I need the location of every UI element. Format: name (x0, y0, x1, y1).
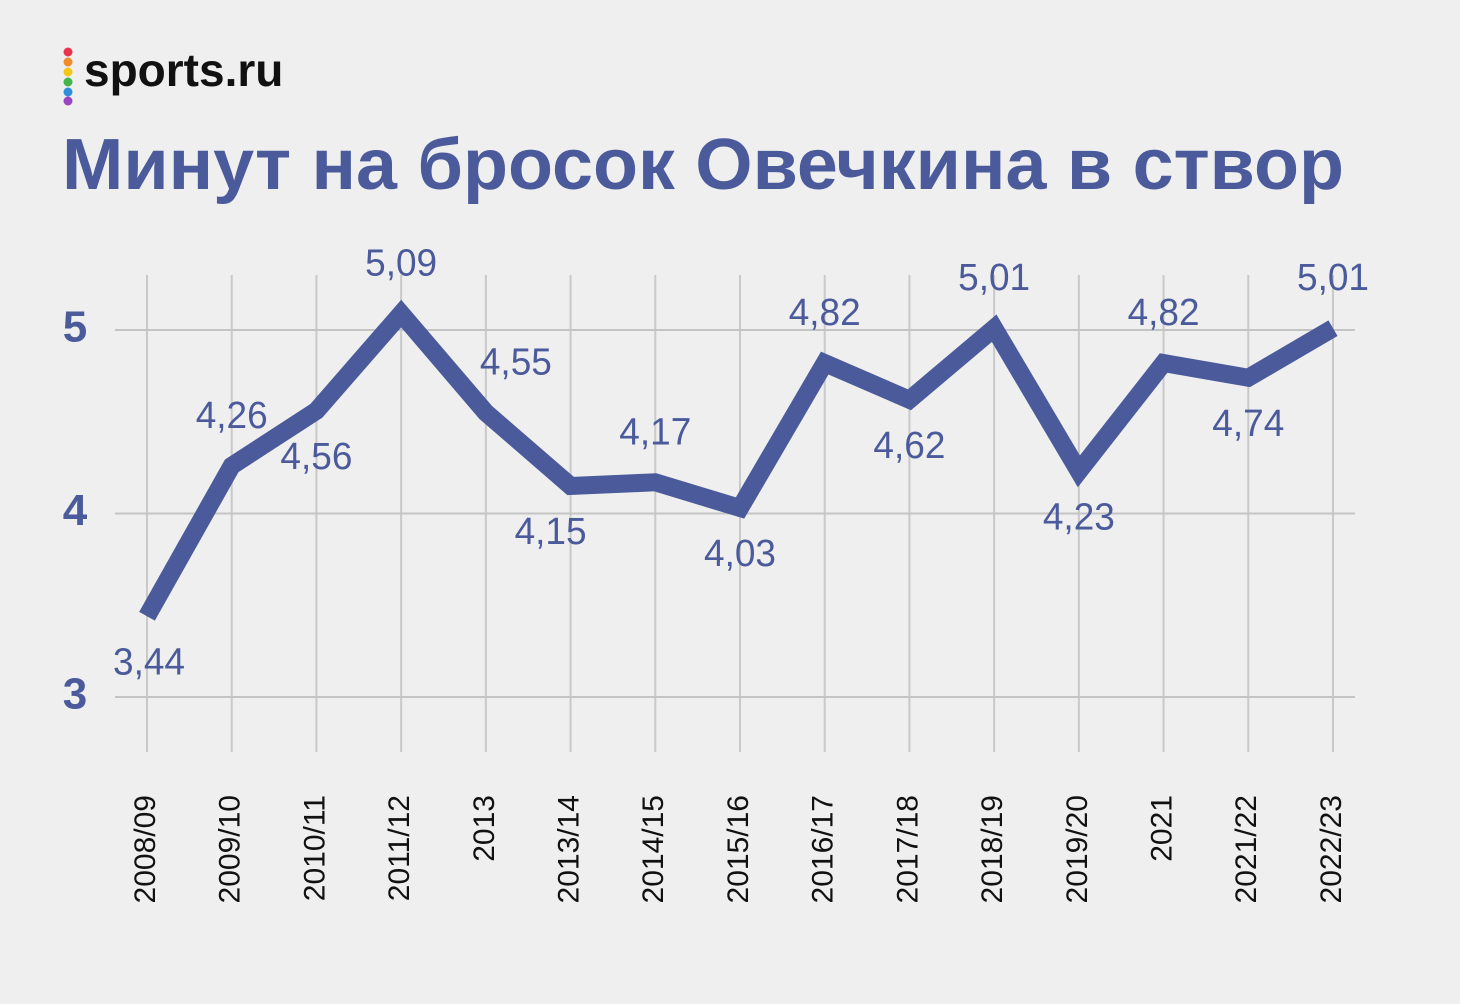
value-label: 4,55 (480, 342, 552, 384)
x-tick-label: 2014/15 (637, 795, 670, 903)
logo-dots (63, 47, 73, 106)
value-label: 4,03 (704, 533, 776, 575)
x-tick-label: 2009/10 (214, 795, 247, 903)
x-tick-label: 2019/20 (1061, 795, 1094, 903)
x-tick-label: 2013/14 (552, 795, 585, 903)
x-tick-label: 2021/22 (1230, 795, 1263, 903)
value-label: 4,56 (280, 436, 352, 478)
x-tick-label: 2022/23 (1315, 795, 1348, 903)
x-tick-label: 2008/09 (129, 795, 162, 903)
line (139, 299, 1338, 621)
value-label: 4,17 (619, 411, 691, 453)
value-label: 4,82 (1128, 292, 1200, 334)
value-label: 4,26 (196, 395, 268, 437)
x-tick-label: 2017/18 (891, 795, 924, 903)
value-label: 4,62 (873, 425, 945, 467)
value-label: 4,82 (789, 292, 861, 334)
x-tick-label: 2010/11 (298, 795, 331, 901)
x-tick-label: 2018/19 (976, 795, 1009, 903)
value-label: 5,01 (958, 257, 1030, 299)
y-tick-label: 3 (63, 670, 87, 719)
value-label: 4,74 (1212, 403, 1284, 445)
x-tick-label: 2021 (1145, 795, 1178, 862)
value-label: 3,44 (113, 641, 185, 683)
y-tick-label: 4 (63, 486, 88, 535)
logo: sports.ru (84, 44, 283, 96)
x-tick-label: 2013 (468, 795, 501, 862)
value-label: 4,15 (515, 511, 587, 553)
chart-title: Минут на бросок Овечкина в створ (62, 125, 1344, 205)
y-tick-label: 5 (63, 303, 87, 352)
x-tick-label: 2016/17 (807, 795, 840, 903)
value-label: 4,23 (1043, 496, 1115, 538)
value-label: 5,09 (365, 243, 437, 285)
x-tick-label: 2011/12 (383, 795, 416, 901)
x-tick-label: 2015/16 (722, 795, 755, 903)
value-label: 5,01 (1297, 257, 1369, 299)
